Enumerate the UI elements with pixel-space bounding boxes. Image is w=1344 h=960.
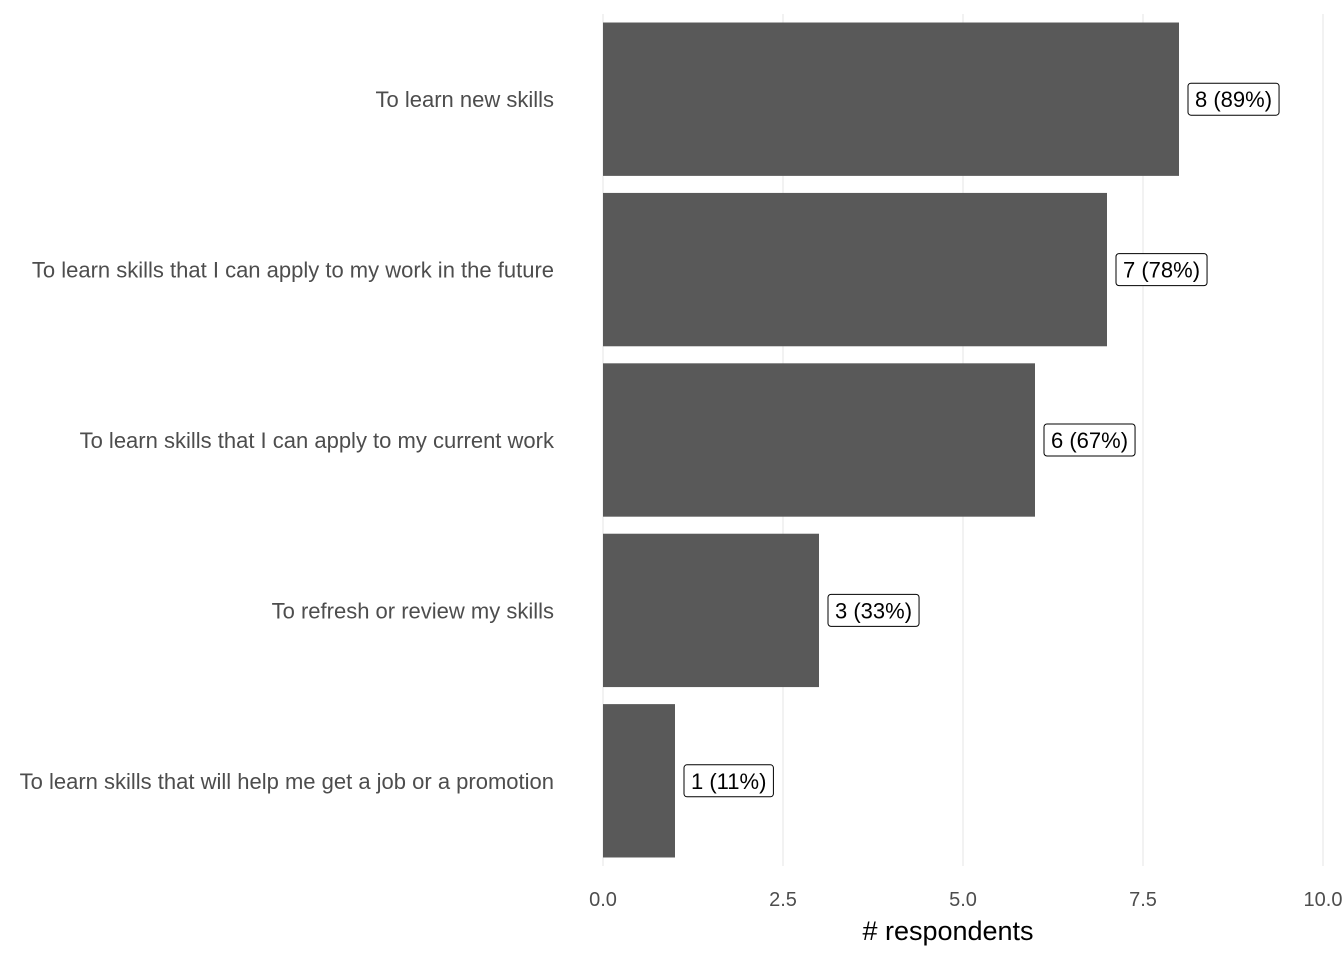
bar <box>603 363 1035 517</box>
x-tick-label: 7.5 <box>1129 889 1157 911</box>
data-label-text: 6 (67%) <box>1051 428 1128 453</box>
data-label: 7 (78%) <box>1115 253 1208 287</box>
data-label-text: 3 (33%) <box>835 598 912 623</box>
category-label: To learn skills that will help me get a … <box>20 769 554 794</box>
data-label-box <box>1115 253 1208 287</box>
x-axis-title: # respondents <box>862 916 1033 946</box>
bar <box>603 192 1107 347</box>
category-label: To refresh or review my skills <box>272 598 554 623</box>
data-label: 3 (33%) <box>827 593 920 627</box>
x-tick-label: 10.0 <box>1304 889 1343 911</box>
data-label-box <box>683 764 774 798</box>
category-labels: To learn new skills To learn skills that … <box>20 87 555 794</box>
x-tick-label: 0.0 <box>589 889 617 911</box>
data-label: 8 (89%) <box>1187 82 1280 116</box>
x-tick-label: 2.5 <box>769 889 797 911</box>
bar <box>603 704 675 858</box>
category-label: To learn skills that I can apply to my c… <box>80 428 555 453</box>
data-label-box <box>1187 82 1280 116</box>
category-label: To learn skills that I can apply to my w… <box>32 258 554 283</box>
category-label: To learn new skills <box>375 87 554 112</box>
x-tick-label: 5.0 <box>949 889 977 911</box>
data-label-box <box>1043 423 1136 457</box>
x-axis-ticks: 0.0 2.5 5.0 7.5 10.0 <box>589 889 1342 911</box>
bar <box>603 533 819 688</box>
data-label-text: 7 (78%) <box>1123 258 1200 283</box>
bars <box>603 22 1179 858</box>
data-label: 6 (67%) <box>1043 423 1136 457</box>
data-labels: 8 (89%) 7 (78%) 6 (67%) 3 (33%) 1 (11%) <box>683 82 1280 798</box>
data-label-text: 8 (89%) <box>1195 87 1272 112</box>
data-label: 1 (11%) <box>683 764 774 798</box>
data-label-box <box>827 593 920 627</box>
bar <box>603 22 1179 176</box>
data-label-text: 1 (11%) <box>691 769 766 794</box>
